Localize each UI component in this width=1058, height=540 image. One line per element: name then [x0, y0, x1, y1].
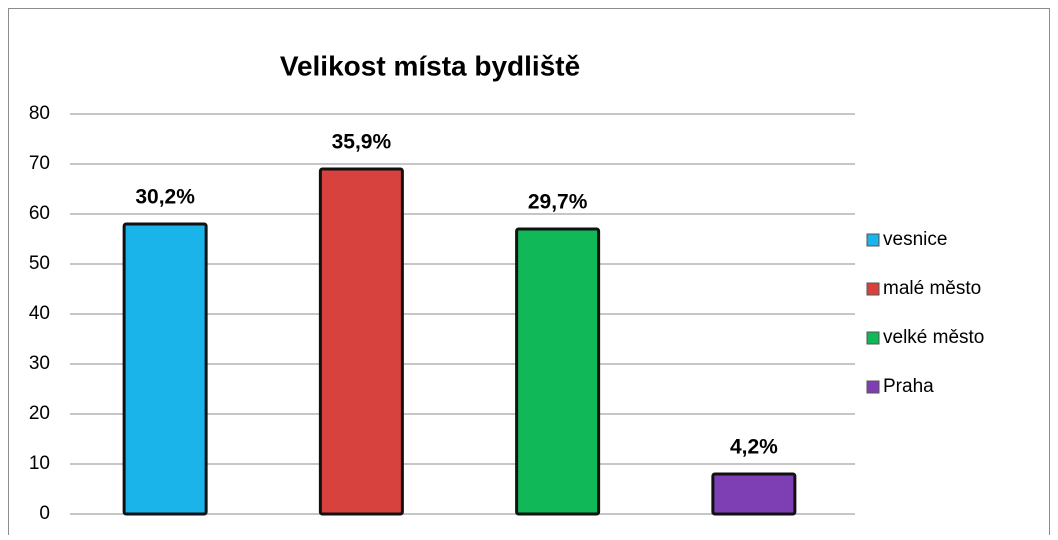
legend-swatch [866, 331, 880, 345]
data-label: 4,2% [730, 436, 778, 459]
chart-title: Velikost místa bydliště [280, 50, 580, 81]
y-tick-label: 40 [29, 303, 50, 324]
y-tick-label: 10 [29, 453, 50, 474]
y-tick-label: 50 [29, 253, 50, 274]
y-tick-label: 80 [29, 103, 50, 124]
data-label: 30,2% [135, 186, 195, 209]
data-label: 29,7% [528, 191, 588, 214]
bar [122, 222, 208, 516]
legend-label: vesnice [883, 229, 947, 250]
y-tick-label: 20 [29, 403, 50, 424]
legend-label: malé město [883, 278, 981, 299]
bar [711, 472, 797, 516]
y-tick-label: 60 [29, 203, 50, 224]
bar [515, 227, 601, 516]
data-label: 35,9% [332, 131, 392, 154]
y-tick-label: 30 [29, 353, 50, 374]
bar [318, 167, 404, 516]
legend-label: velké město [883, 327, 984, 348]
legend-swatch [866, 380, 880, 394]
legend-swatch [866, 233, 880, 247]
y-tick-label: 0 [39, 503, 50, 524]
y-tick-label: 70 [29, 153, 50, 174]
legend-label: Praha [883, 376, 934, 397]
legend-swatch [866, 282, 880, 296]
